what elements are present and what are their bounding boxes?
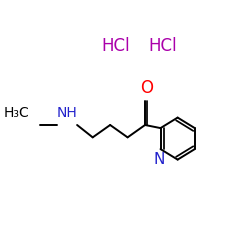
Text: N: N xyxy=(154,152,165,167)
Text: NH: NH xyxy=(56,106,77,120)
Text: HCl: HCl xyxy=(102,37,130,55)
Text: H₃C: H₃C xyxy=(4,106,30,120)
Text: O: O xyxy=(140,78,153,96)
Text: HCl: HCl xyxy=(148,37,177,55)
